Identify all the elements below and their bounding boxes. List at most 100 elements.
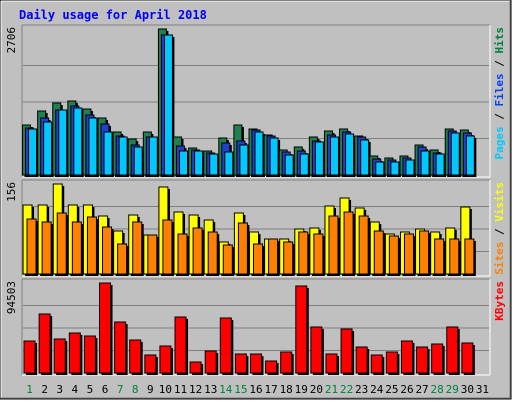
bar-sites-day-11: [177, 233, 190, 276]
bar-kbytes-day-7: [114, 321, 128, 375]
bar-pages-day-25-body: [390, 161, 400, 176]
bar-pages-day-20: [314, 141, 326, 177]
bar-pages-day-14: [224, 151, 235, 177]
bar-pages-day-3: [58, 109, 69, 177]
bar-kbytes-day-12: [189, 361, 204, 375]
bar-pages-day-2: [43, 121, 54, 177]
bar-kbytes-day-14: [219, 317, 234, 375]
bar-pages-day-26: [405, 159, 416, 177]
bar-kbytes-day-12-body: [189, 361, 202, 374]
bar-pages-day-1: [28, 128, 39, 177]
bar-pages-day-22-body: [345, 133, 355, 176]
bar-sites-day-16: [253, 243, 265, 276]
bar-kbytes-day-17-body: [265, 360, 278, 374]
day-label-28: 28: [431, 383, 444, 396]
panel-2-axis-max-label: 156: [5, 182, 18, 202]
bar-kbytes-day-20: [310, 326, 324, 375]
bar-kbytes-day-26-body: [400, 340, 413, 374]
bar-kbytes-day-18: [280, 351, 294, 375]
bar-kbytes-day-4: [68, 332, 83, 375]
bar-sites-day-24-body: [373, 230, 384, 275]
bar-sites-day-27-body: [419, 230, 430, 275]
bar-sites-day-15-body: [237, 222, 248, 275]
bar-sites-day-24: [373, 230, 386, 276]
bar-pages-day-26-body: [405, 159, 415, 176]
bar-kbytes-day-3: [53, 338, 68, 375]
panel-2: 156 Sites / Visits: [5, 179, 506, 277]
bar-kbytes-day-2: [38, 313, 53, 375]
bar-sites-day-2-body: [41, 221, 52, 275]
bar-sites-day-10-body: [162, 219, 173, 275]
bar-sites-day-22: [343, 211, 356, 276]
bar-pages-day-4: [73, 107, 84, 177]
day-label-25: 25: [385, 383, 398, 396]
day-label-19: 19: [295, 383, 308, 396]
bar-pages-day-24-body: [375, 161, 385, 176]
bar-sites-day-23-body: [358, 215, 369, 275]
bar-pages-day-1-body: [28, 128, 38, 176]
bar-sites-day-2: [41, 221, 54, 276]
bar-kbytes-day-5: [83, 335, 98, 375]
day-label-9: 9: [147, 383, 154, 396]
bar-sites-day-7: [117, 243, 129, 276]
panel-1-legend-part-2: /: [493, 107, 506, 127]
panels-group: 2706 Pages / Files / Hits 156 Sites / Visit…: [5, 24, 506, 376]
bar-pages-day-12: [194, 150, 205, 177]
bar-pages-day-8-body: [133, 146, 143, 176]
bar-pages-day-19: [299, 153, 311, 177]
bar-pages-day-13-body: [209, 153, 219, 176]
bar-pages-day-23-body: [360, 139, 370, 176]
bar-kbytes-day-2-body: [38, 313, 51, 374]
bar-sites-day-21-body: [328, 215, 339, 275]
day-label-22: 22: [340, 383, 353, 396]
bar-kbytes-day-11: [174, 316, 189, 375]
day-label-2: 2: [41, 383, 48, 396]
bar-sites-day-19: [298, 231, 310, 276]
bar-sites-day-9: [147, 234, 159, 276]
bar-kbytes-day-21: [325, 353, 339, 375]
day-label-13: 13: [204, 383, 217, 396]
bar-sites-day-9-body: [147, 234, 158, 275]
bar-sites-day-20-body: [313, 233, 324, 275]
bar-pages-day-3-body: [58, 109, 68, 176]
day-labels-group: 1 2 3 4 5 6 7 8 9 10 11 12 13 14 15 16 17 18 19 20 21 22 23 24 2…: [26, 383, 489, 396]
bar-sites-day-23: [358, 215, 371, 276]
bar-kbytes-day-26: [400, 340, 415, 375]
bar-pages-day-17: [269, 137, 281, 177]
bar-pages-day-5-body: [88, 117, 98, 176]
bar-pages-day-6: [103, 131, 115, 177]
bar-sites-day-6: [102, 226, 114, 276]
bar-pages-day-21-body: [329, 136, 339, 176]
bar-kbytes-day-19-body: [295, 285, 308, 374]
bar-pages-day-7-body: [118, 136, 128, 176]
bar-kbytes-day-6: [99, 282, 113, 375]
day-label-27: 27: [415, 383, 428, 396]
bar-pages-day-28-body: [435, 153, 445, 176]
bar-sites-day-14-body: [222, 244, 233, 275]
bar-kbytes-day-30: [461, 342, 475, 375]
panel-1-legend-part-4: /: [493, 54, 506, 74]
bar-sites-day-29-body: [449, 238, 460, 275]
panel-3-legend-part-1: KBytes: [493, 281, 506, 321]
bar-kbytes-day-17: [265, 360, 279, 375]
bar-pages-day-10-body: [163, 34, 173, 176]
bar-kbytes-day-4-body: [68, 332, 81, 374]
bar-pages-day-18: [284, 154, 296, 177]
bar-sites-day-16-body: [253, 243, 263, 275]
day-label-21: 21: [325, 383, 338, 396]
bar-pages-day-14-body: [224, 151, 234, 176]
bar-pages-day-16: [254, 131, 265, 177]
bar-sites-day-1-body: [26, 218, 37, 275]
bar-pages-day-24: [375, 161, 386, 177]
bar-sites-day-8-body: [132, 221, 143, 275]
bar-sites-day-5-body: [86, 216, 97, 275]
bar-sites-day-10: [162, 219, 174, 276]
bar-pages-day-17-body: [269, 137, 279, 176]
bar-pages-day-9-body: [148, 136, 158, 176]
bar-pages-day-29-body: [450, 132, 460, 176]
bar-sites-day-26: [403, 233, 416, 276]
bar-kbytes-day-25: [385, 351, 400, 375]
bar-kbytes-day-6-body: [99, 282, 112, 374]
day-label-3: 3: [56, 383, 63, 396]
